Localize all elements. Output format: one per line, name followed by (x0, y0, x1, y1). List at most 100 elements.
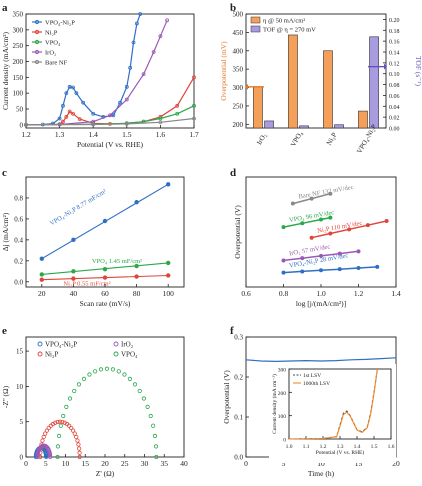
data-point (192, 75, 196, 80)
x-tick-label: 15 (355, 459, 363, 468)
stability-line (245, 357, 397, 363)
data-point (365, 223, 370, 228)
arrow-head (384, 63, 387, 70)
legend-marker (37, 341, 43, 347)
x-tick-label: 1.2 (320, 444, 327, 450)
data-point (102, 275, 108, 280)
y-axis-label: -Z'' (Ω) (1, 385, 10, 408)
x-tick-label: 1.3 (55, 130, 65, 139)
x-tick-label: 1.6 (156, 130, 166, 139)
legend-swatch (250, 16, 261, 24)
data-point (71, 269, 76, 274)
data-point (347, 227, 352, 232)
y-tick-label: 0.02 (389, 116, 400, 122)
data-point (158, 120, 163, 125)
nyquist-point (77, 454, 82, 460)
y-tick-label: 0.14 (389, 51, 400, 57)
nyquist-point (72, 431, 77, 436)
data-point (175, 111, 180, 116)
x-tick-label: 30 (141, 459, 149, 468)
data-point (134, 274, 139, 279)
data-point (337, 267, 342, 272)
x-tick-label: 20 (38, 289, 46, 298)
data-point (309, 196, 314, 201)
x-tick-label: 10 (317, 459, 325, 468)
series-line (25, 117, 195, 126)
annotation-label: Ni₂P 0.55 mF/cm² (63, 281, 110, 288)
nyquist-point (44, 454, 49, 460)
panel-letter: e (2, 325, 7, 337)
data-point (309, 235, 314, 240)
data-point (318, 217, 323, 222)
data-point (158, 34, 163, 39)
nyquist-point (87, 372, 92, 377)
data-point (281, 270, 286, 275)
data-point (328, 215, 333, 220)
panel-letter: f (230, 325, 234, 337)
y-tick-label: 350 (13, 11, 24, 19)
nyquist-point (56, 433, 62, 438)
nyquist-point (81, 376, 87, 381)
data-point (108, 113, 112, 118)
nyquist-point (148, 413, 153, 419)
panel-letter: a (2, 2, 8, 14)
legend-marker (34, 29, 40, 35)
x-tick-label: 1.1 (303, 444, 310, 450)
data-point (141, 72, 146, 77)
data-point (61, 119, 65, 124)
data-point (375, 264, 380, 269)
inset-x-axis-label: Potential (V vs. RHE) (316, 449, 365, 456)
nyquist-point (116, 369, 121, 374)
x-tick-label: 40 (180, 459, 188, 468)
x-tick-label: 0.6 (241, 289, 251, 298)
y-tick-label: 200 (233, 121, 244, 129)
tafel-line (283, 266, 378, 274)
inset-series-line (288, 368, 378, 440)
x-axis-label: Time (h) (308, 469, 335, 478)
data-point (71, 85, 75, 90)
data-point (77, 117, 82, 122)
y-tick-label: 100 (278, 414, 287, 420)
category-label: VPO₄ (289, 129, 304, 148)
annotation-label: Bare NF 132 mV/dec (298, 184, 354, 201)
y-axis-label: Overpotential (V) (233, 205, 242, 259)
nyquist-point (43, 431, 48, 436)
data-point (39, 256, 44, 261)
nyquist-point (47, 453, 53, 458)
data-point (39, 272, 44, 277)
nyquist-point (154, 454, 159, 460)
y-tick-label: 5 (20, 418, 24, 426)
y-tick-label: 0.00 (389, 127, 400, 133)
x-tick-label: 20 (392, 459, 400, 468)
x-tick-label: 20 (101, 459, 109, 468)
nyquist-point (55, 419, 60, 425)
panel-letter: b (230, 2, 236, 14)
inset-y-axis-label: Current density (mA cm⁻²) (271, 374, 278, 434)
nyquist-point (75, 438, 80, 443)
y-tick-label: 0.06 (389, 94, 400, 100)
nyquist-point (40, 438, 45, 443)
y-tick-label: 0.04 (389, 105, 400, 111)
y-tick-label: 300 (13, 26, 24, 34)
inset-background (269, 364, 396, 463)
annotation-label: Ni₂P 110 mV/dec (317, 220, 363, 235)
data-point (337, 251, 342, 256)
data-point (384, 218, 389, 223)
data-point (118, 100, 122, 105)
nyquist-point (67, 423, 72, 428)
arrow-head (245, 83, 248, 90)
legend-label: VPO₄ (121, 351, 138, 359)
x-tick-label: 25 (121, 459, 129, 468)
y-axis-label: Overpotential (V) (222, 370, 231, 424)
data-point (57, 116, 62, 121)
data-point (102, 266, 108, 272)
y-tick-label: 300 (278, 368, 287, 374)
x-tick-label: 80 (133, 289, 141, 298)
bar-tof (264, 120, 274, 129)
data-point (165, 273, 171, 278)
data-point (64, 115, 69, 119)
y-tick-label: 50 (16, 106, 24, 114)
legend-marker (34, 49, 40, 55)
nyquist-point (70, 428, 76, 433)
data-point (356, 249, 361, 254)
